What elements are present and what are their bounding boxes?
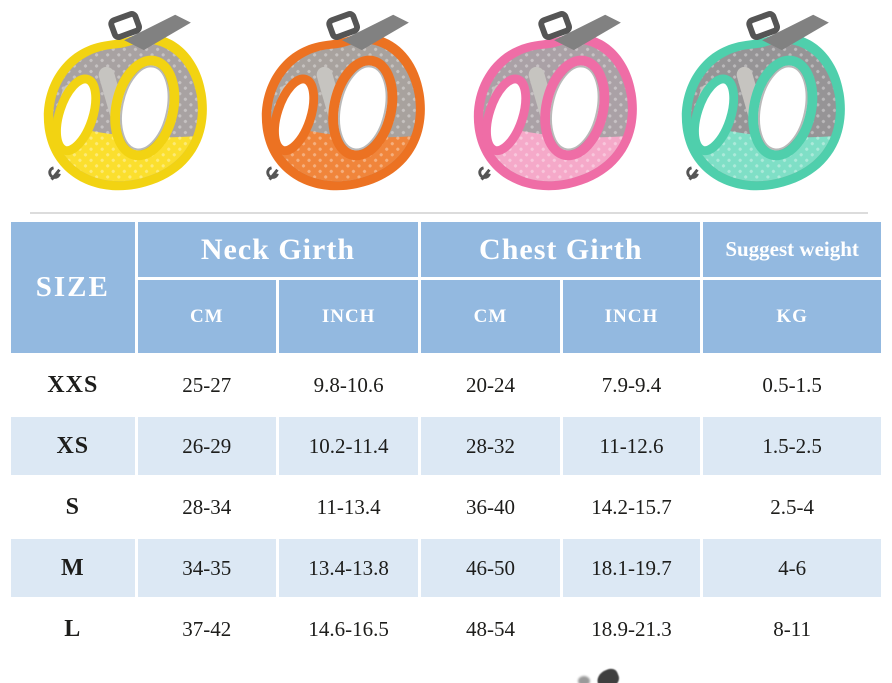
chest-inch-cell: 7.9-9.4 [559,353,704,417]
chest-cm-cell: 36-40 [418,475,563,539]
bottom-clip [686,166,699,181]
buckle-strap [762,14,829,51]
neck-inch-cell: 9.8-10.6 [275,353,422,417]
chest-inch-cell: 14.2-15.7 [559,475,704,539]
chest-hole-inner-edge [550,65,600,151]
harness-illustration [473,11,637,191]
photo-bottom-edge [30,212,868,214]
harness-illustration [261,11,425,191]
chest-cm-cell: 20-24 [418,353,563,417]
weight-kg-cell: 2.5-4 [700,475,884,539]
buckle-strap [124,14,191,51]
weight-kg-cell: 8-11 [700,597,884,661]
neck-cm-cell: 25-27 [134,353,280,417]
header-suggest-weight: Suggest weight [700,219,884,280]
header-neck-inch: INCH [275,277,422,356]
neck-hole [270,74,319,156]
size-cell: L [8,597,138,661]
neck-cm-cell: 37-42 [134,597,280,661]
size-chart-table: SIZE Neck Girth Chest Girth Suggest weig… [8,219,884,661]
chest-inch-cell: 18.1-19.7 [559,536,704,600]
header-chest-girth: Chest Girth [418,219,704,280]
neck-cm-cell: 28-34 [134,475,280,539]
harness-image-mint [668,4,874,206]
neck-hole [690,74,739,156]
buckle-strap [554,14,621,51]
harness-illustration [681,11,845,191]
harness-image-yellow [30,4,236,206]
size-cell: XS [8,414,138,478]
harness-image-orange [248,4,454,206]
chest-hole-inner-edge [758,65,808,151]
header-neck-cm: CM [134,277,280,356]
watermark-fragment [594,666,622,683]
neck-hole [52,74,101,156]
bottom-clip [266,166,279,181]
harness-gallery [0,0,892,212]
chest-cm-cell: 46-50 [418,536,563,600]
bottom-clip [48,166,61,181]
neck-inch-cell: 10.2-11.4 [275,414,422,478]
size-row-l: L 37-42 14.6-16.5 48-54 18.9-21.3 8-11 [8,597,884,661]
weight-kg-cell: 1.5-2.5 [700,414,884,478]
weight-kg-cell: 4-6 [700,536,884,600]
header-chest-cm: CM [418,277,563,356]
chest-cm-cell: 28-32 [418,414,563,478]
neck-cm-cell: 26-29 [134,414,280,478]
neck-inch-cell: 13.4-13.8 [275,536,422,600]
size-row-xs: XS 26-29 10.2-11.4 28-32 11-12.6 1.5-2.5 [8,414,884,478]
chest-inch-cell: 18.9-21.3 [559,597,704,661]
buckle-strap [342,14,409,51]
harness-illustration [43,11,207,191]
harness-image-pink [460,4,666,206]
buckle-ring [746,11,780,41]
neck-inch-cell: 14.6-16.5 [275,597,422,661]
chest-inch-cell: 11-12.6 [559,414,704,478]
neck-hole [482,74,531,156]
buckle-ring [326,11,360,41]
neck-inch-cell: 11-13.4 [275,475,422,539]
chest-cm-cell: 48-54 [418,597,563,661]
chest-hole-inner-edge [338,65,388,151]
header-chest-inch: INCH [559,277,704,356]
header-size: SIZE [8,219,138,356]
chest-hole-inner-edge [120,65,170,151]
bottom-clip [478,166,491,181]
size-row-s: S 28-34 11-13.4 36-40 14.2-15.7 2.5-4 [8,475,884,539]
header-neck-girth: Neck Girth [134,219,422,280]
buckle-ring [538,11,572,41]
size-cell: S [8,475,138,539]
size-row-xxs: XXS 25-27 9.8-10.6 20-24 7.9-9.4 0.5-1.5 [8,353,884,417]
weight-kg-cell: 0.5-1.5 [700,353,884,417]
watermark-fragment [578,676,590,683]
size-row-m: M 34-35 13.4-13.8 46-50 18.1-19.7 4-6 [8,536,884,600]
size-cell: XXS [8,353,138,417]
header-weight-kg: KG [700,277,884,356]
size-cell: M [8,536,138,600]
buckle-ring [108,11,142,41]
neck-cm-cell: 34-35 [134,536,280,600]
